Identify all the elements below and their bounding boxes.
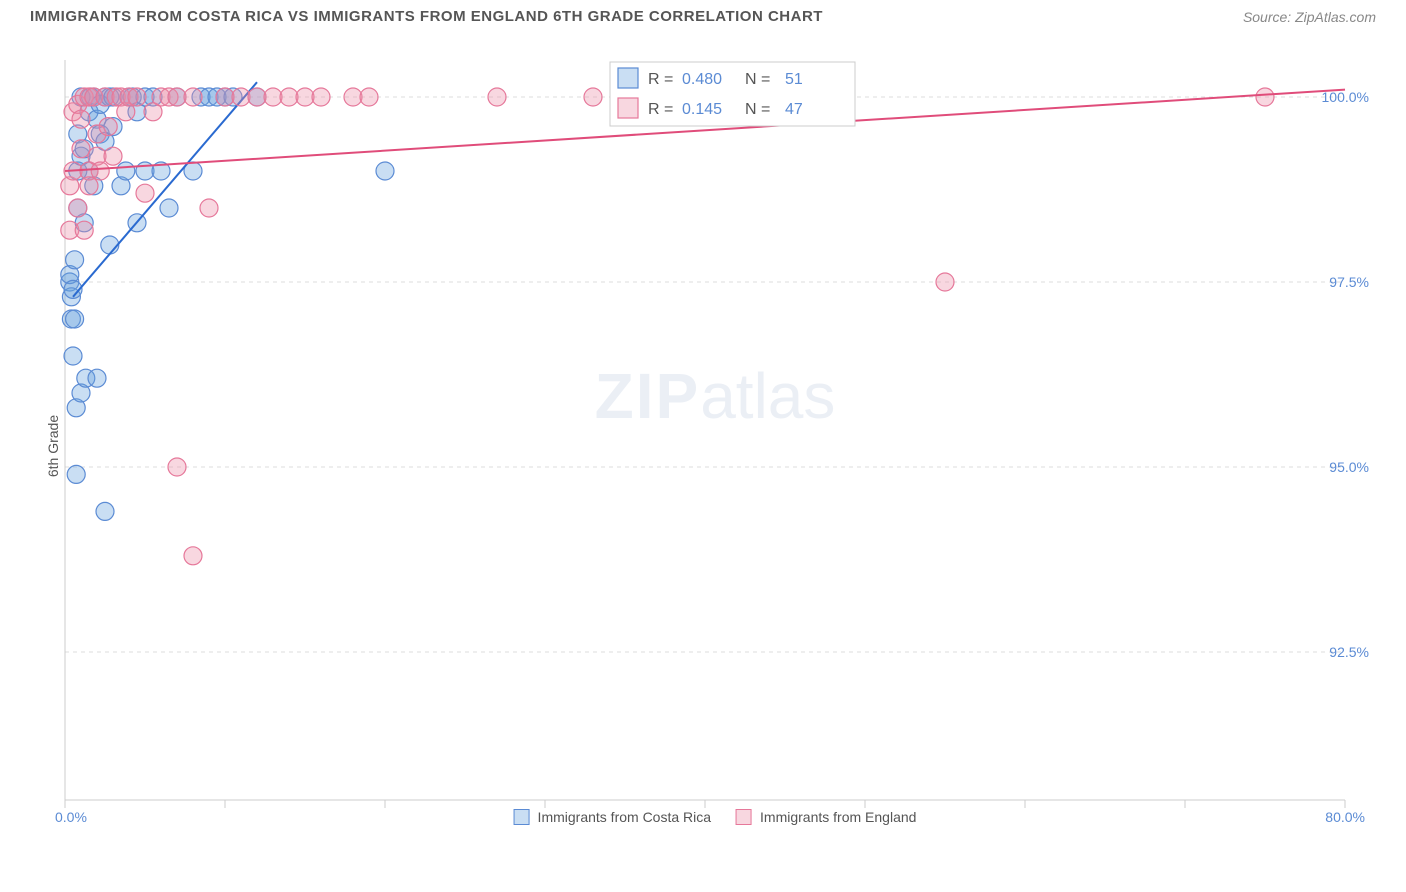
legend-label-costa-rica: Immigrants from Costa Rica (538, 809, 711, 825)
stats-legend-swatch (618, 98, 638, 118)
data-point (280, 88, 298, 106)
data-point (96, 502, 114, 520)
stats-r-value: 0.480 (682, 71, 722, 88)
source-attribution: Source: ZipAtlas.com (1243, 9, 1376, 25)
chart-title: IMMIGRANTS FROM COSTA RICA VS IMMIGRANTS… (30, 8, 823, 25)
data-point (91, 162, 109, 180)
data-point (64, 347, 82, 365)
data-point (117, 162, 135, 180)
data-point (160, 199, 178, 217)
data-point (248, 88, 266, 106)
stats-n-value: 47 (785, 101, 803, 118)
data-point (232, 88, 250, 106)
stats-r-label: R = (648, 101, 673, 118)
header: IMMIGRANTS FROM COSTA RICA VS IMMIGRANTS… (30, 8, 1376, 25)
data-point (184, 88, 202, 106)
data-point (312, 88, 330, 106)
legend-swatch-england (736, 809, 752, 825)
stats-n-label: N = (745, 101, 770, 118)
y-tick-label: 95.0% (1329, 459, 1369, 475)
chart-container: 92.5%95.0%97.5%100.0%R =0.480N =51R =0.1… (55, 40, 1375, 830)
data-point (69, 199, 87, 217)
y-tick-label: 92.5% (1329, 644, 1369, 660)
data-point (66, 251, 84, 269)
data-point (136, 184, 154, 202)
data-point (184, 547, 202, 565)
data-point (66, 310, 84, 328)
data-point (72, 140, 90, 158)
data-point (200, 199, 218, 217)
data-point (344, 88, 362, 106)
data-point (584, 88, 602, 106)
data-point (488, 88, 506, 106)
data-point (360, 88, 378, 106)
data-point (104, 147, 122, 165)
data-point (296, 88, 314, 106)
data-point (80, 177, 98, 195)
stats-r-value: 0.145 (682, 101, 722, 118)
legend-bottom: Immigrants from Costa Rica Immigrants fr… (514, 809, 917, 825)
data-point (75, 221, 93, 239)
y-tick-label: 97.5% (1329, 274, 1369, 290)
stats-legend-swatch (618, 68, 638, 88)
data-point (88, 369, 106, 387)
legend-swatch-costa-rica (514, 809, 530, 825)
data-point (264, 88, 282, 106)
x-tick-max: 80.0% (1325, 809, 1365, 825)
data-point (128, 88, 146, 106)
x-tick-min: 0.0% (55, 809, 87, 825)
stats-legend-box (610, 62, 855, 126)
data-point (216, 88, 234, 106)
stats-n-label: N = (745, 71, 770, 88)
scatter-chart: 92.5%95.0%97.5%100.0%R =0.480N =51R =0.1… (55, 40, 1375, 830)
data-point (168, 458, 186, 476)
data-point (99, 118, 117, 136)
legend-label-england: Immigrants from England (760, 809, 916, 825)
legend-item-england: Immigrants from England (736, 809, 916, 825)
stats-r-label: R = (648, 71, 673, 88)
data-point (376, 162, 394, 180)
legend-item-costa-rica: Immigrants from Costa Rica (514, 809, 711, 825)
data-point (1256, 88, 1274, 106)
data-point (72, 110, 90, 128)
stats-n-value: 51 (785, 71, 803, 88)
data-point (936, 273, 954, 291)
data-point (67, 465, 85, 483)
data-point (168, 88, 186, 106)
